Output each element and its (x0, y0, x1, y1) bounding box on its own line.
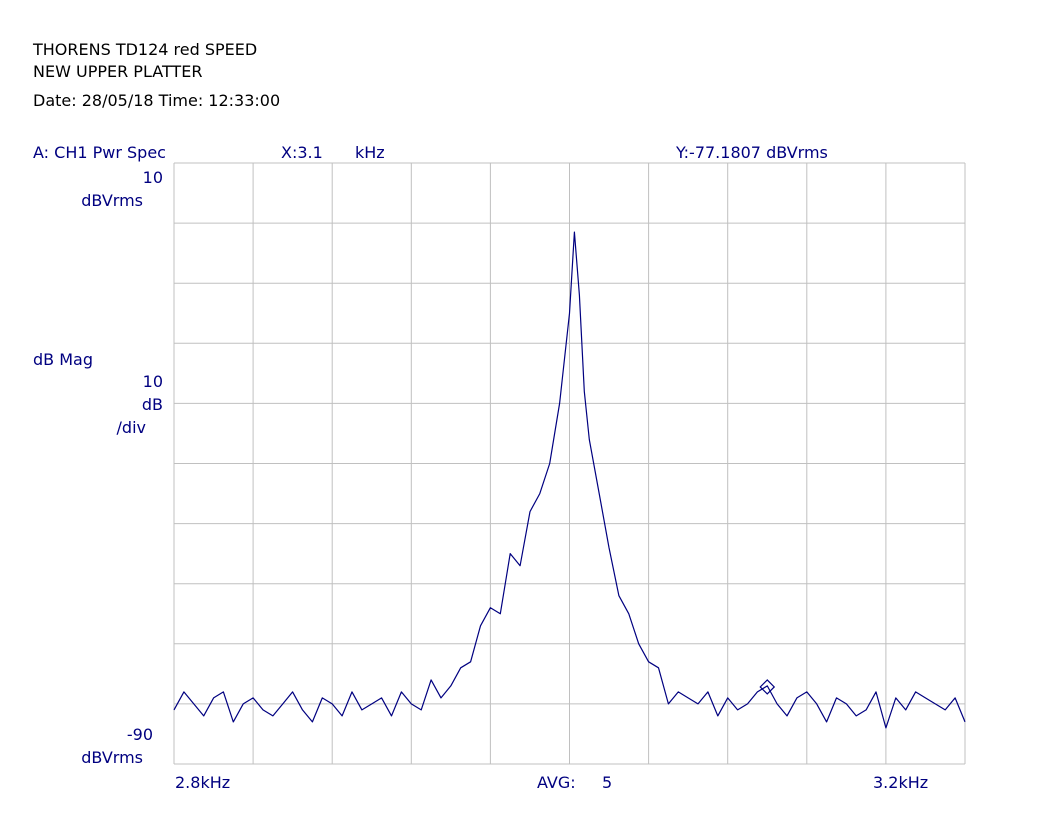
y-scale-value: 10 (142, 372, 163, 391)
header-title: THORENS TD124 red SPEED (33, 40, 258, 59)
avg-value: 5 (602, 773, 613, 792)
y-bottom-unit: dBVrms (81, 748, 143, 767)
x-marker-readout: X:3.1 (281, 143, 323, 162)
y-scale-per-div: /div (116, 418, 146, 437)
x-stop-label: 3.2kHz (873, 773, 929, 792)
header-datetime: Date: 28/05/18 Time: 12:33:00 (33, 91, 281, 110)
x-marker-unit: kHz (355, 143, 385, 162)
spectrum-trace-line (173, 231, 966, 729)
y-mode-label: dB Mag (33, 350, 93, 369)
plot-grid (173, 162, 966, 765)
avg-label: AVG: (537, 773, 576, 792)
plot-markers (759, 679, 776, 695)
trace-label: A: CH1 Pwr Spec (33, 143, 166, 162)
plot-traces (173, 231, 966, 729)
header-subtitle: NEW UPPER PLATTER (33, 62, 203, 81)
x-start-label: 2.8kHz (175, 773, 231, 792)
y-top-unit: dBVrms (81, 191, 143, 210)
y-scale-unit: dB (141, 395, 163, 414)
y-bottom-value: -90 (126, 725, 153, 744)
marker-diamond (759, 679, 776, 695)
y-top-value: 10 (142, 168, 163, 187)
y-marker-readout: Y:-77.1807 dBVrms (676, 143, 828, 162)
